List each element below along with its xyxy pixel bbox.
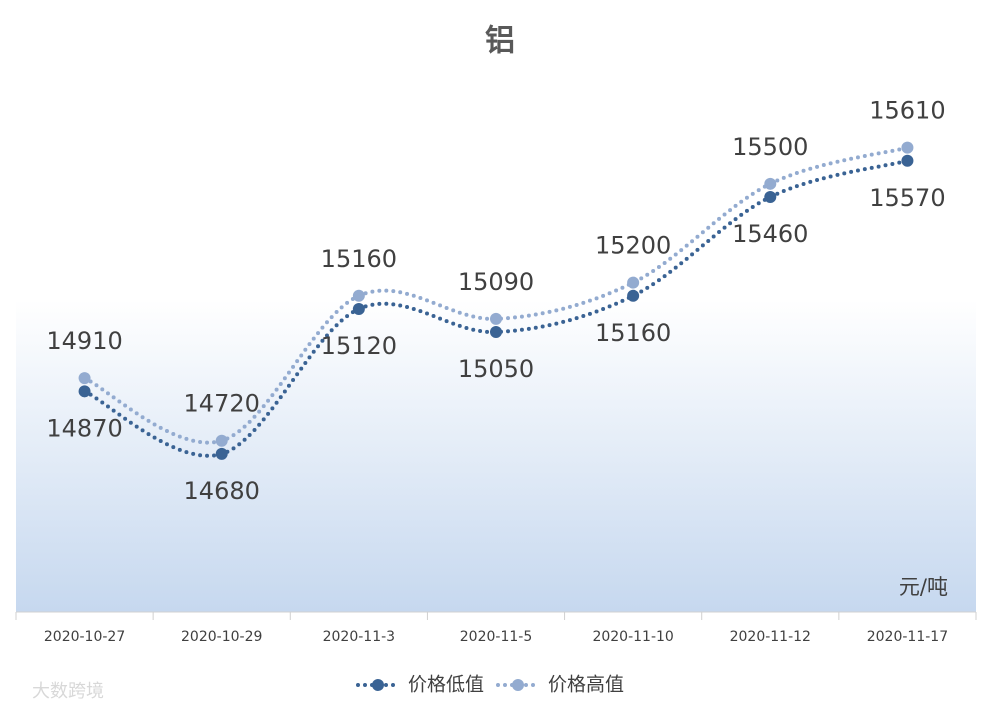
watermark: 大数跨境	[32, 681, 104, 702]
x-tick-label: 2020-11-10	[592, 629, 673, 645]
legend-label: 价格高值	[548, 674, 624, 696]
x-tick-label: 2020-11-3	[323, 629, 395, 645]
data-label: 15090	[458, 268, 534, 296]
point-marker	[901, 141, 914, 154]
point-marker	[627, 289, 640, 302]
x-tick-label: 2020-11-12	[730, 629, 811, 645]
legend-swatch-marker	[512, 679, 524, 691]
x-tick-label: 2020-11-17	[867, 629, 948, 645]
point-marker	[764, 190, 777, 203]
data-label: 14910	[46, 327, 122, 355]
legend-label: 价格低值	[408, 674, 484, 696]
data-label: 14680	[184, 477, 260, 505]
point-marker	[352, 289, 365, 302]
unit-label: 元/吨	[899, 575, 948, 599]
x-tick-label: 2020-10-27	[44, 629, 125, 645]
data-label: 15160	[321, 245, 397, 273]
data-label: 15050	[458, 355, 534, 383]
legend-swatch-marker	[372, 679, 384, 691]
point-marker	[490, 312, 502, 325]
data-label: 14720	[184, 390, 260, 418]
data-label: 15610	[869, 97, 945, 125]
data-label: 15200	[595, 232, 671, 260]
chart-title: 铝	[485, 24, 515, 59]
point-marker	[78, 372, 91, 385]
plot-background	[16, 300, 976, 612]
data-label: 14870	[46, 414, 122, 442]
point-marker	[215, 434, 228, 447]
point-marker	[215, 447, 228, 460]
data-label: 15460	[732, 220, 808, 248]
point-marker	[352, 302, 365, 315]
data-label: 15570	[869, 184, 945, 212]
point-marker	[78, 385, 91, 398]
point-marker	[627, 276, 640, 289]
x-tick-label: 2020-10-29	[181, 629, 262, 645]
data-label: 15160	[595, 319, 671, 347]
data-label: 15120	[321, 332, 397, 360]
x-tick-label: 2020-11-5	[460, 629, 532, 645]
point-marker	[901, 154, 914, 167]
data-label: 15500	[732, 133, 808, 161]
point-marker	[764, 177, 777, 190]
point-marker	[490, 326, 502, 339]
